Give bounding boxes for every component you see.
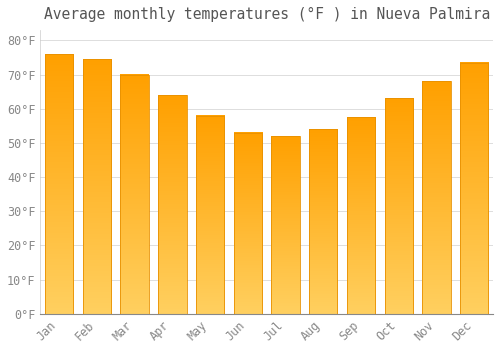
Bar [422,81,450,314]
Bar [347,117,375,314]
Bar [272,136,299,314]
Bar [384,98,413,314]
Title: Average monthly temperatures (°F ) in Nueva Palmira: Average monthly temperatures (°F ) in Nu… [44,7,490,22]
Bar [196,116,224,314]
Bar [45,54,74,314]
Bar [120,75,149,314]
Bar [234,133,262,314]
Bar [83,59,111,314]
Bar [460,63,488,314]
Bar [309,129,338,314]
Bar [158,95,186,314]
